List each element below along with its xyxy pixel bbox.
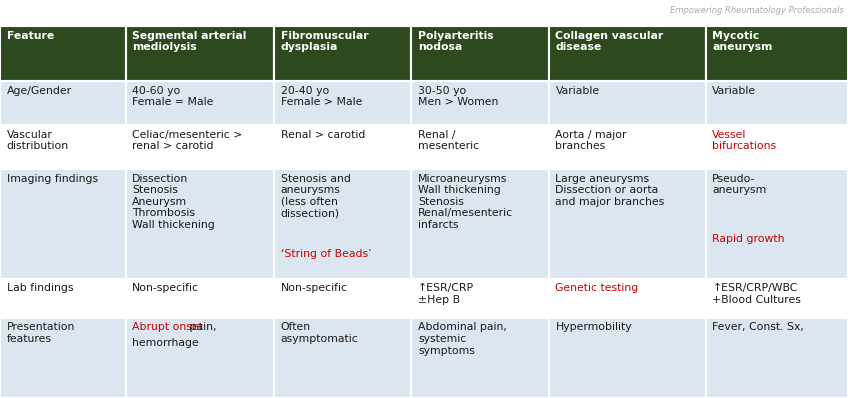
Bar: [549, 81, 706, 125]
Text: Aorta / major
branches: Aorta / major branches: [555, 130, 627, 151]
Bar: [0, 26, 126, 81]
Bar: [274, 81, 411, 125]
Bar: [411, 81, 549, 125]
Bar: [706, 169, 848, 279]
Text: Segmental arterial
mediolysis: Segmental arterial mediolysis: [132, 31, 247, 52]
Text: Imaging findings: Imaging findings: [7, 174, 98, 183]
Text: hemorrhage: hemorrhage: [132, 338, 199, 347]
Bar: [549, 125, 706, 169]
Bar: [274, 318, 411, 398]
Bar: [0, 125, 126, 169]
Text: Presentation
features: Presentation features: [7, 322, 75, 344]
Text: 40-60 yo
Female = Male: 40-60 yo Female = Male: [132, 86, 214, 107]
Text: Vessel
bifurcations: Vessel bifurcations: [712, 130, 777, 151]
Text: Collagen vascular
disease: Collagen vascular disease: [555, 31, 664, 52]
Text: Empowering Rheumatology Professionals: Empowering Rheumatology Professionals: [670, 6, 844, 15]
Bar: [274, 169, 411, 279]
Text: Lab findings: Lab findings: [7, 283, 73, 293]
Text: Pseudo-
aneurysm: Pseudo- aneurysm: [712, 174, 767, 195]
Text: 30-50 yo
Men > Women: 30-50 yo Men > Women: [418, 86, 499, 107]
Text: ‘String of Beads’: ‘String of Beads’: [281, 249, 371, 259]
Text: pain,: pain,: [187, 322, 217, 332]
Text: Polyarteritis
nodosa: Polyarteritis nodosa: [418, 31, 494, 52]
Bar: [126, 318, 274, 398]
Text: Microaneurysms
Wall thickening
Stenosis
Renal/mesenteric
infarcts: Microaneurysms Wall thickening Stenosis …: [418, 174, 513, 230]
Bar: [126, 26, 274, 81]
Bar: [706, 125, 848, 169]
Text: Feature: Feature: [7, 31, 54, 41]
Bar: [0, 81, 126, 125]
Text: Renal /
mesenteric: Renal / mesenteric: [418, 130, 479, 151]
Bar: [126, 125, 274, 169]
Text: Vascular
distribution: Vascular distribution: [7, 130, 69, 151]
Bar: [411, 125, 549, 169]
Text: Renal > carotid: Renal > carotid: [281, 130, 365, 140]
Bar: [411, 318, 549, 398]
Text: Genetic testing: Genetic testing: [555, 283, 639, 293]
Bar: [411, 26, 549, 81]
Text: Variable: Variable: [555, 86, 600, 96]
Bar: [0, 318, 126, 398]
Bar: [706, 318, 848, 398]
Text: Abdominal pain,
systemic
symptoms: Abdominal pain, systemic symptoms: [418, 322, 507, 355]
Text: 20-40 yo
Female > Male: 20-40 yo Female > Male: [281, 86, 362, 107]
Bar: [126, 279, 274, 318]
Text: Rapid growth: Rapid growth: [712, 234, 784, 244]
Bar: [706, 26, 848, 81]
Bar: [274, 26, 411, 81]
Bar: [0, 279, 126, 318]
Bar: [706, 279, 848, 318]
Bar: [126, 81, 274, 125]
Text: Large aneurysms
Dissection or aorta
and major branches: Large aneurysms Dissection or aorta and …: [555, 174, 665, 207]
Bar: [549, 279, 706, 318]
Bar: [411, 169, 549, 279]
Bar: [274, 279, 411, 318]
Bar: [0, 169, 126, 279]
Text: Stenosis and
aneurysms
(less often
dissection): Stenosis and aneurysms (less often disse…: [281, 174, 350, 219]
Bar: [274, 125, 411, 169]
Text: Fever, Const. Sx,: Fever, Const. Sx,: [712, 322, 804, 332]
Text: Abrupt onset: Abrupt onset: [132, 322, 204, 332]
Text: Dissection
Stenosis
Aneurysm
Thrombosis
Wall thickening: Dissection Stenosis Aneurysm Thrombosis …: [132, 174, 215, 230]
Text: Often
asymptomatic: Often asymptomatic: [281, 322, 359, 344]
Text: Mycotic
aneurysm: Mycotic aneurysm: [712, 31, 773, 52]
Text: Hypermobility: Hypermobility: [555, 322, 632, 332]
Text: Age/Gender: Age/Gender: [7, 86, 72, 96]
Bar: [549, 169, 706, 279]
Text: ↑ESR/CRP/WBC
+Blood Cultures: ↑ESR/CRP/WBC +Blood Cultures: [712, 283, 801, 305]
Text: Variable: Variable: [712, 86, 756, 96]
Text: Non-specific: Non-specific: [281, 283, 348, 293]
Bar: [411, 279, 549, 318]
Bar: [549, 26, 706, 81]
Text: ↑ESR/CRP
±Hep B: ↑ESR/CRP ±Hep B: [418, 283, 474, 305]
Text: Non-specific: Non-specific: [132, 283, 199, 293]
Text: Celiac/mesenteric >
renal > carotid: Celiac/mesenteric > renal > carotid: [132, 130, 243, 151]
Bar: [126, 169, 274, 279]
Text: Fibromuscular
dysplasia: Fibromuscular dysplasia: [281, 31, 368, 52]
Bar: [706, 81, 848, 125]
Bar: [549, 318, 706, 398]
